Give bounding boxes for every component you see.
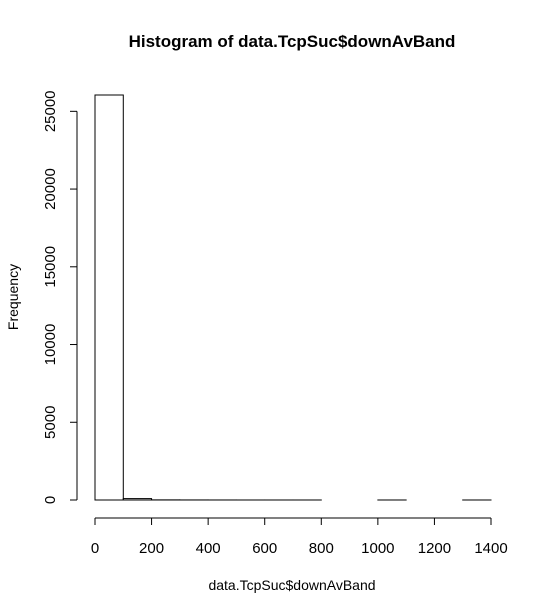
y-tick-label: 20000 <box>42 168 59 210</box>
y-tick-label: 10000 <box>42 324 59 366</box>
y-axis: 0 5000 10000 15000 20000 25000 <box>42 90 78 504</box>
histogram-bar <box>94 94 124 501</box>
x-tick-label: 1200 <box>418 540 451 557</box>
y-tick-label: 15000 <box>42 246 59 288</box>
y-tick-label: 0 <box>42 496 59 504</box>
x-tick-label: 200 <box>139 540 164 557</box>
x-tick-label: 0 <box>91 540 99 557</box>
y-axis-label: Frequency <box>5 264 21 330</box>
y-tick-label: 5000 <box>42 406 59 439</box>
chart-title: Histogram of data.TcpSuc$downAvBand <box>129 32 456 51</box>
x-tick-label: 1400 <box>474 540 507 557</box>
x-tick-label: 800 <box>309 540 334 557</box>
histogram-bars <box>94 94 492 501</box>
x-axis-label: data.TcpSuc$downAvBand <box>208 577 375 593</box>
histogram-bar <box>122 498 153 501</box>
x-tick-label: 600 <box>252 540 277 557</box>
x-axis: 0 200 400 600 800 1000 1200 1400 <box>91 517 508 557</box>
y-tick-label: 25000 <box>42 90 59 132</box>
x-tick-label: 400 <box>196 540 221 557</box>
x-tick-label: 1000 <box>361 540 394 557</box>
